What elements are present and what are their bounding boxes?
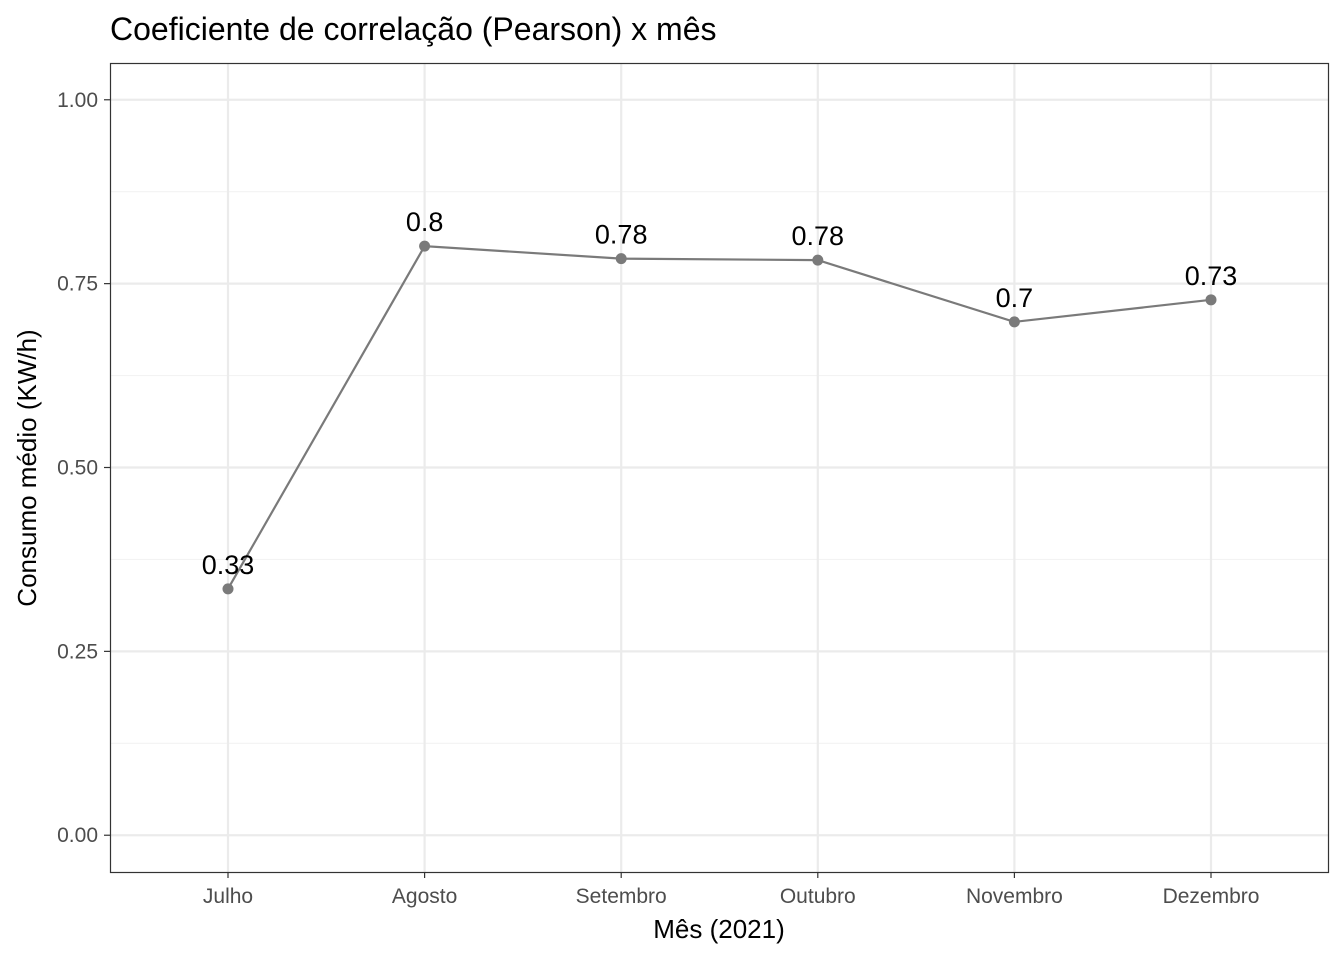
data-label: 0.7 <box>996 283 1034 313</box>
y-tick-label: 1.00 <box>57 89 98 112</box>
grid-lines <box>110 63 1328 872</box>
y-tick-label: 0.50 <box>57 457 98 480</box>
series-line <box>227 244 1212 590</box>
data-label: 0.78 <box>595 220 648 250</box>
data-point <box>1008 316 1020 328</box>
y-axis-title: Consumo médio (KW/h) <box>12 329 42 606</box>
data-label: 0.8 <box>406 207 444 237</box>
data-point <box>222 583 234 595</box>
x-tick-label: Outubro <box>780 885 856 908</box>
data-label: 0.33 <box>202 550 255 580</box>
data-point <box>615 253 627 265</box>
x-axis-title: Mês (2021) <box>653 914 785 944</box>
axes: 0.00 0.25 0.50 0.75 1.00 Julho Agosto Setembro O… <box>57 89 1259 908</box>
x-tick-label: Dezembro <box>1163 885 1260 908</box>
chart-title: Coeficiente de correlação (Pearson) x mê… <box>110 11 717 47</box>
x-tick-label: Julho <box>203 885 253 908</box>
data-point <box>812 254 824 266</box>
data-point <box>419 240 431 252</box>
x-tick-label: Novembro <box>966 885 1063 908</box>
x-tick-label: Agosto <box>392 885 457 908</box>
series-layer: 0.33 0.8 0.78 0.78 0.7 0.73 <box>202 207 1238 595</box>
y-tick-label: 0.25 <box>57 640 98 663</box>
y-tick-label: 0.75 <box>57 273 98 296</box>
y-tick-label: 0.00 <box>57 824 98 847</box>
data-label: 0.73 <box>1185 261 1238 291</box>
panel-border <box>109 62 1330 874</box>
x-tick-label: Setembro <box>576 885 667 908</box>
data-label: 0.78 <box>792 221 845 251</box>
data-point <box>1205 294 1217 306</box>
